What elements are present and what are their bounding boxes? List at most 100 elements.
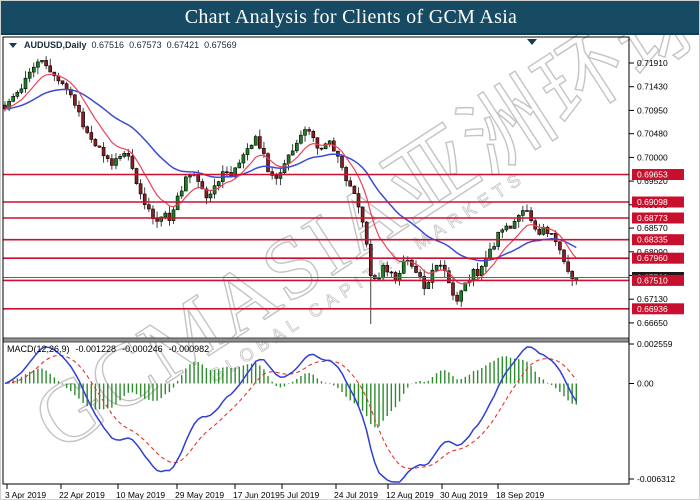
candle-bull	[159, 216, 163, 222]
candle-bear	[455, 294, 459, 302]
macd-tick-label: -0.006312	[637, 474, 676, 484]
candle-bear	[64, 83, 69, 90]
candle-bull	[327, 140, 332, 145]
candle-bear	[257, 136, 262, 149]
time-tick-label: 10 May 2019	[116, 490, 165, 500]
candle-bear	[142, 193, 147, 205]
candle-bull	[40, 60, 44, 63]
report-title-bar: Chart Analysis for Clients of GCM Asia	[1, 1, 699, 35]
candle-bear	[451, 282, 455, 296]
price-tick-label: 0.71430	[637, 82, 668, 92]
candle-bull	[381, 265, 385, 279]
candle-bear	[126, 153, 131, 157]
ohlc-high: 0.67573	[129, 40, 162, 50]
candle-bear	[319, 147, 324, 150]
candle-bear	[348, 180, 353, 187]
candle-bear	[393, 272, 398, 281]
candle-bull	[253, 136, 258, 146]
candle-bear	[311, 131, 316, 139]
price-tick-label: 0.70950	[637, 105, 668, 115]
candle-bull	[163, 212, 168, 218]
macd-value-signal: -0.000982	[168, 344, 210, 354]
time-tick-label: 29 May 2019	[175, 490, 224, 500]
candle-bear	[134, 168, 139, 184]
candle-bear	[93, 139, 98, 147]
candle-bull	[208, 193, 213, 199]
candle-bear	[475, 268, 480, 276]
candle-bear	[558, 241, 562, 251]
candle-bull	[512, 221, 517, 229]
candle-bear	[414, 265, 418, 273]
candle-bear	[48, 65, 53, 73]
candle-bull	[290, 150, 295, 156]
candle-bull	[188, 175, 192, 178]
sr-level-label: 0.68773	[637, 213, 668, 223]
candle-bull	[401, 260, 406, 274]
ohlc-close: 0.67569	[204, 40, 237, 50]
candle-bull	[294, 142, 299, 152]
candle-bear	[385, 265, 390, 273]
candle-bear	[44, 60, 48, 67]
panel-separator[interactable]	[2, 337, 630, 343]
candle-bull	[397, 272, 402, 281]
candle-bear	[147, 204, 151, 210]
candle-bull	[541, 226, 546, 235]
candle-bear	[570, 271, 575, 279]
symbol-header: AUDUSD,Daily 0.67516 0.67573 0.67421 0.6…	[9, 40, 237, 50]
candle-bear	[545, 226, 550, 234]
macd-header: MACD(12,26,9) -0.001228 -0.000246 -0.000…	[7, 344, 209, 354]
candle-bull	[278, 172, 283, 179]
candle-bear	[262, 148, 266, 154]
macd-label: MACD(12,26,9)	[7, 344, 70, 354]
price-tick-label: 0.68090	[637, 247, 668, 257]
candle-bull	[303, 129, 307, 136]
candle-bull	[459, 290, 464, 302]
ma-slow-line	[4, 88, 577, 262]
macd-main-line	[4, 346, 577, 483]
candle-bear	[553, 233, 558, 243]
candle-bull	[377, 277, 381, 280]
candle-bull	[171, 209, 176, 221]
price-axis: 0.71910 0.71430 0.70950 0.70480 0.70000 0.695…	[629, 58, 684, 328]
candle-bear	[225, 171, 229, 173]
sr-level-box	[632, 169, 684, 180]
candle-bear	[200, 181, 205, 190]
candle-bull	[521, 210, 525, 216]
candle-bear	[340, 155, 344, 168]
sr-level-box	[632, 212, 684, 224]
candle-bear	[270, 171, 275, 176]
candle-bear	[130, 155, 135, 169]
candle-bull	[426, 282, 431, 289]
macd-value-hist: -0.000246	[122, 344, 163, 354]
candle-bear	[60, 80, 65, 85]
time-tick-label: 12 Aug 2019	[386, 490, 434, 500]
symbol-timeframe: AUDUSD,Daily	[24, 40, 87, 50]
price-tick-label: 0.67130	[637, 294, 668, 304]
candle-bull	[434, 264, 439, 271]
candle-bull	[488, 248, 492, 259]
macd-axis: 0.002559 0.00 -0.006312	[629, 339, 676, 484]
sr-level-box	[632, 196, 684, 208]
candle-bear	[73, 94, 77, 106]
chevron-down-icon[interactable]	[9, 42, 17, 48]
candle-bull	[430, 269, 435, 283]
candle-bear	[537, 228, 542, 235]
candle-bull	[19, 88, 24, 93]
price-tick-label: 0.66650	[637, 318, 668, 328]
candle-bear	[508, 225, 513, 229]
candle-bear	[97, 145, 102, 148]
candle-bear	[89, 132, 94, 140]
time-axis: 3 Apr 2019 22 Apr 2019 10 May 2019 29 May 2…	[5, 484, 544, 500]
candle-bull	[504, 225, 509, 231]
candle-bear	[356, 193, 361, 208]
time-tick-label: 22 Apr 2019	[59, 490, 105, 500]
price-tick-label: 0.70480	[637, 129, 668, 139]
candle-bear	[364, 221, 369, 245]
candle-bull	[492, 246, 496, 250]
chart-marker-triangle[interactable]	[527, 39, 537, 45]
candle-bear	[77, 105, 81, 113]
candle-bull	[479, 265, 484, 276]
candle-bear	[85, 126, 89, 133]
